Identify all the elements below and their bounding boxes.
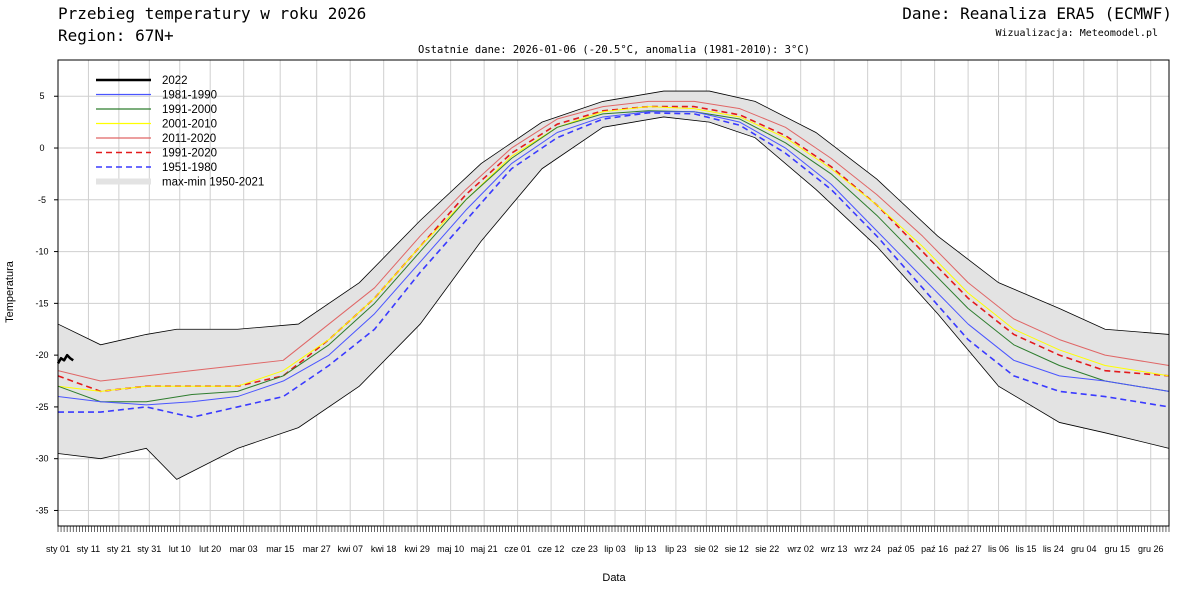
x-tick-label: gru 15 [1104, 544, 1130, 554]
legend-label: 2022 [162, 75, 188, 87]
y-axis: 5 0 -5 -10 -15 -20 -25 -30 -35 [35, 91, 58, 515]
x-tick-label: paź 16 [921, 544, 948, 554]
y-tick-label: -20 [35, 350, 48, 360]
y-tick-label: -10 [35, 247, 48, 257]
series-line-2011-2020 [57, 100, 1170, 382]
x-tick-label: wrz 02 [786, 544, 814, 554]
x-tick-label: sie 22 [755, 544, 779, 554]
chart-title: Przebieg temperatury w roku 2026 [58, 4, 367, 23]
x-tick-label: paź 27 [955, 544, 982, 554]
x-tick-label: sie 12 [725, 544, 749, 554]
series-line-1951-1980 [58, 112, 1170, 419]
y-tick-label: -5 [38, 195, 46, 205]
chart-subtitle: Ostatnie dane: 2026-01-06 (-20.5°C, anom… [418, 44, 810, 56]
x-tick-label: lis 15 [1015, 544, 1036, 554]
x-tick-label: sty 21 [107, 544, 131, 554]
band-upper-line [57, 90, 1170, 346]
x-tick-label: lip 03 [604, 544, 626, 554]
data-source-label: Dane: Reanaliza ERA5 (ECMWF) [902, 4, 1172, 23]
series-line-2022 [56, 353, 74, 365]
x-tick-label: maj 10 [437, 544, 464, 554]
minmax-band-layer [57, 90, 1170, 480]
x-axis: sty 01 sty 11 sty 21 sty 31 lut 10 lut 20 mar … [46, 526, 1170, 554]
x-tick-label: sty 01 [46, 544, 70, 554]
x-tick-label: sty 11 [77, 544, 100, 554]
legend: 2022 1981-1990 1991-2000 2001-2010 2011-2020… [96, 75, 264, 189]
minmax-band [58, 91, 1169, 480]
legend-label: max-min 1950-2021 [162, 177, 264, 189]
x-tick-label: cze 12 [538, 544, 565, 554]
x-tick-label: cze 23 [571, 544, 598, 554]
y-tick-label: -30 [35, 454, 48, 464]
y-axis-title: Temperatura [4, 260, 16, 323]
x-tick-label: lip 23 [665, 544, 687, 554]
x-tick-label: kwi 07 [337, 544, 363, 554]
x-tick-label: mar 03 [230, 544, 258, 554]
legend-label: 1991-2020 [162, 148, 217, 160]
band-lower-line [57, 116, 1170, 480]
x-tick-label: sie 02 [694, 544, 718, 554]
x-tick-label: paź 05 [888, 544, 915, 554]
x-tick-label: wrz 13 [820, 544, 848, 554]
x-tick-label: lut 20 [199, 544, 221, 554]
y-tick-label: -15 [35, 298, 48, 308]
x-tick-label: lis 24 [1043, 544, 1064, 554]
grid-layer [57, 60, 1169, 526]
y-tick-label: 5 [39, 91, 44, 101]
x-tick-label: mar 15 [266, 544, 294, 554]
x-tick-label: lis 06 [988, 544, 1009, 554]
y-tick-label: 0 [39, 143, 44, 153]
legend-label: 1981-1990 [162, 90, 217, 102]
x-tick-label: lip 13 [635, 544, 657, 554]
x-tick-label: kwi 29 [404, 544, 430, 554]
x-tick-label: gru 26 [1138, 544, 1164, 554]
x-tick-label: kwi 18 [371, 544, 397, 554]
series-line-1981-1990 [57, 111, 1170, 406]
x-tick-label: cze 01 [504, 544, 531, 554]
series-line-1991-2000 [57, 110, 1170, 403]
x-tick-label: sty 31 [137, 544, 161, 554]
x-tick-label: wrz 24 [853, 544, 881, 554]
x-tick-label: gru 04 [1071, 544, 1097, 554]
series-line-2001-2010 [57, 106, 1170, 392]
series-layer [56, 100, 1170, 419]
x-tick-label: mar 27 [303, 544, 331, 554]
visualization-credit: Wizualizacja: Meteomodel.pl [995, 28, 1158, 39]
legend-label: 1951-1980 [162, 162, 217, 174]
legend-label: 2001-2010 [162, 119, 217, 131]
x-tick-label: lut 10 [169, 544, 191, 554]
legend-label: 1991-2000 [162, 104, 217, 116]
x-tick-label: maj 21 [471, 544, 498, 554]
plot-frame [57, 59, 1170, 527]
legend-label: 2011-2020 [162, 133, 216, 145]
y-tick-label: -35 [35, 505, 48, 515]
region-label: Region: 67N+ [58, 26, 174, 45]
y-tick-label: -25 [35, 402, 48, 412]
x-axis-title: Data [602, 572, 626, 584]
